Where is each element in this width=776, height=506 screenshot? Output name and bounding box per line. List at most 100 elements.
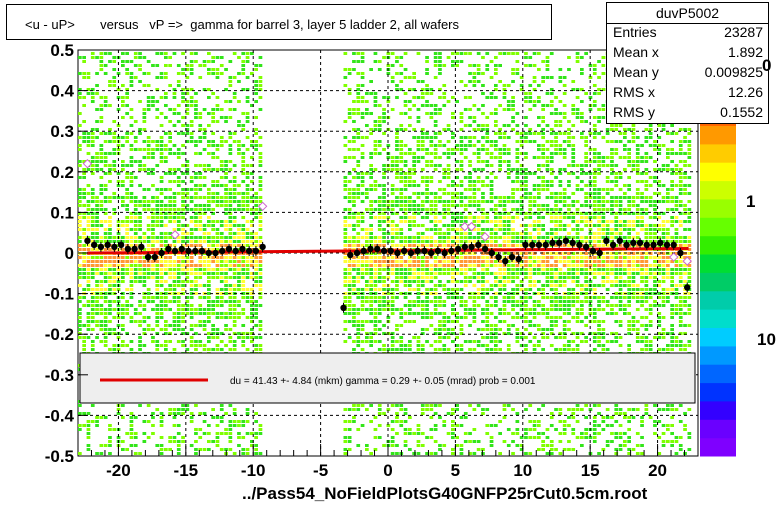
histogram-cell bbox=[420, 144, 425, 147]
histogram-cell bbox=[78, 216, 82, 219]
histogram-cell bbox=[254, 68, 258, 71]
histogram-cell bbox=[403, 280, 408, 283]
histogram-cell bbox=[185, 240, 190, 243]
histogram-cell bbox=[459, 296, 464, 299]
histogram-cell bbox=[215, 56, 220, 59]
histogram-cell bbox=[463, 220, 468, 223]
histogram-cell bbox=[90, 156, 95, 159]
histogram-cell bbox=[237, 240, 241, 243]
histogram-cell bbox=[438, 324, 442, 327]
histogram-cell bbox=[528, 312, 533, 315]
histogram-cell bbox=[377, 408, 382, 411]
histogram-cell bbox=[133, 148, 138, 151]
histogram-cell bbox=[121, 256, 125, 259]
histogram-cell bbox=[86, 144, 91, 147]
histogram-cell bbox=[224, 428, 228, 431]
histogram-cell bbox=[485, 136, 490, 139]
histogram-cell bbox=[433, 132, 438, 135]
histogram-cell bbox=[524, 192, 528, 195]
histogram-cell bbox=[429, 404, 434, 407]
histogram-cell bbox=[86, 136, 91, 139]
histogram-cell bbox=[347, 236, 352, 239]
histogram-cell bbox=[541, 184, 545, 187]
histogram-cell bbox=[519, 136, 524, 139]
histogram-cell bbox=[412, 224, 416, 227]
histogram-cell bbox=[485, 348, 490, 351]
histogram-cell bbox=[489, 196, 494, 199]
histogram-cell bbox=[472, 136, 477, 139]
histogram-cell bbox=[207, 340, 211, 343]
histogram-cell bbox=[86, 268, 91, 271]
histogram-cell bbox=[489, 60, 494, 63]
histogram-cell bbox=[532, 64, 537, 67]
histogram-cell bbox=[446, 256, 451, 259]
histogram-cell bbox=[347, 408, 352, 411]
histogram-cell bbox=[463, 136, 468, 139]
histogram-cell bbox=[155, 148, 160, 151]
histogram-cell bbox=[489, 76, 494, 79]
histogram-cell bbox=[519, 444, 524, 447]
histogram-cell bbox=[519, 296, 524, 299]
histogram-cell bbox=[241, 332, 246, 335]
histogram-cell bbox=[506, 292, 511, 295]
histogram-cell bbox=[403, 152, 408, 155]
histogram-cell bbox=[138, 200, 142, 203]
histogram-cell bbox=[382, 268, 386, 271]
histogram-cell bbox=[451, 200, 455, 203]
histogram-cell bbox=[545, 272, 550, 275]
histogram-cell bbox=[82, 136, 86, 139]
histogram-cell bbox=[228, 336, 233, 339]
histogram-cell bbox=[82, 212, 86, 215]
histogram-cell bbox=[390, 204, 395, 207]
histogram-cell bbox=[232, 424, 237, 427]
histogram-cell bbox=[395, 204, 399, 207]
histogram-cell bbox=[202, 148, 207, 151]
histogram-cell bbox=[425, 408, 429, 411]
histogram-cell bbox=[356, 224, 361, 227]
histogram-cell bbox=[416, 236, 421, 239]
histogram-cell bbox=[537, 268, 541, 271]
histogram-cell bbox=[142, 260, 147, 263]
histogram-cell bbox=[211, 144, 215, 147]
histogram-cell bbox=[211, 112, 215, 115]
histogram-cell bbox=[250, 328, 254, 331]
histogram-cell bbox=[537, 148, 541, 151]
histogram-cell bbox=[181, 52, 185, 55]
histogram-cell bbox=[416, 264, 421, 267]
histogram-cell bbox=[352, 348, 356, 351]
histogram-cell bbox=[86, 256, 91, 259]
histogram-cell bbox=[258, 344, 263, 347]
histogram-cell bbox=[241, 424, 246, 427]
histogram-cell bbox=[347, 280, 352, 283]
histogram-cell bbox=[545, 236, 550, 239]
histogram-cell bbox=[463, 108, 468, 111]
histogram-cell bbox=[219, 404, 224, 407]
histogram-cell bbox=[185, 348, 190, 351]
histogram-cell bbox=[433, 220, 438, 223]
histogram-cell bbox=[352, 404, 356, 407]
histogram-cell bbox=[185, 408, 190, 411]
histogram-cell bbox=[207, 208, 211, 211]
histogram-cell bbox=[463, 256, 468, 259]
histogram-cell bbox=[408, 116, 412, 119]
histogram-cell bbox=[545, 92, 550, 95]
histogram-cell bbox=[386, 156, 391, 159]
histogram-cell bbox=[90, 144, 95, 147]
histogram-cell bbox=[211, 180, 215, 183]
histogram-cell bbox=[207, 224, 211, 227]
histogram-cell bbox=[399, 268, 404, 271]
histogram-cell bbox=[164, 332, 168, 335]
histogram-cell bbox=[90, 56, 95, 59]
histogram-cell bbox=[202, 272, 207, 275]
histogram-cell bbox=[347, 196, 352, 199]
histogram-cell bbox=[241, 296, 246, 299]
histogram-cell bbox=[528, 324, 533, 327]
histogram-cell bbox=[228, 312, 233, 315]
histogram-cell bbox=[446, 204, 451, 207]
histogram-cell bbox=[403, 444, 408, 447]
histogram-cell bbox=[446, 240, 451, 243]
histogram-cell bbox=[86, 236, 91, 239]
histogram-cell bbox=[433, 196, 438, 199]
histogram-cell bbox=[433, 292, 438, 295]
histogram-cell bbox=[164, 280, 168, 283]
